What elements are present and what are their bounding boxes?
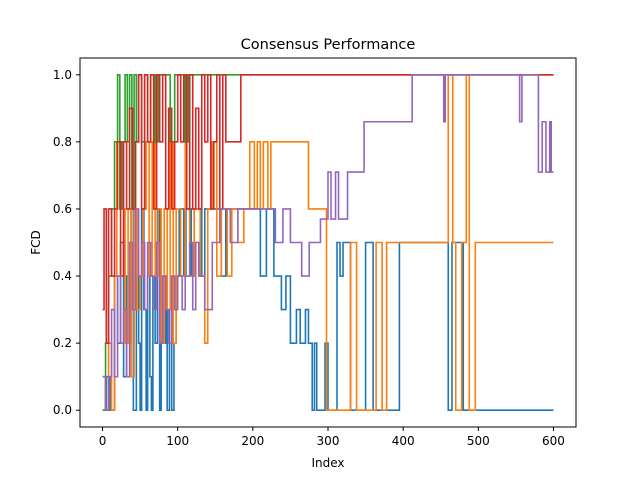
y-axis-ticks: 0.0 0.2 0.4 0.6 0.8 1.0: [53, 68, 80, 417]
series-line-2: [102, 73, 554, 412]
x-tick-label: 400: [392, 434, 415, 448]
y-tick-label: 0.4: [53, 269, 72, 283]
y-tick-label: 0.8: [53, 135, 72, 149]
x-tick-label: 300: [317, 434, 340, 448]
y-tick-label: 1.0: [53, 68, 72, 82]
y-tick-label: 0.6: [53, 202, 72, 216]
x-tick-label: 100: [166, 434, 189, 448]
y-axis-title: FCD: [29, 230, 43, 255]
plot-series-group: [102, 73, 554, 412]
x-tick-label: 0: [99, 434, 107, 448]
x-tick-label: 500: [467, 434, 490, 448]
series-line-4: [102, 73, 554, 412]
chart-title: Consensus Performance: [241, 37, 416, 53]
x-tick-label: 200: [241, 434, 264, 448]
x-tick-label: 600: [542, 434, 565, 448]
x-axis-title: Index: [311, 456, 344, 470]
y-tick-label: 0.2: [53, 336, 72, 350]
series-line-3: [102, 73, 554, 344]
y-tick-label: 0.0: [53, 403, 72, 417]
x-axis-ticks: 0 100 200 300 400 500 600: [99, 427, 565, 448]
